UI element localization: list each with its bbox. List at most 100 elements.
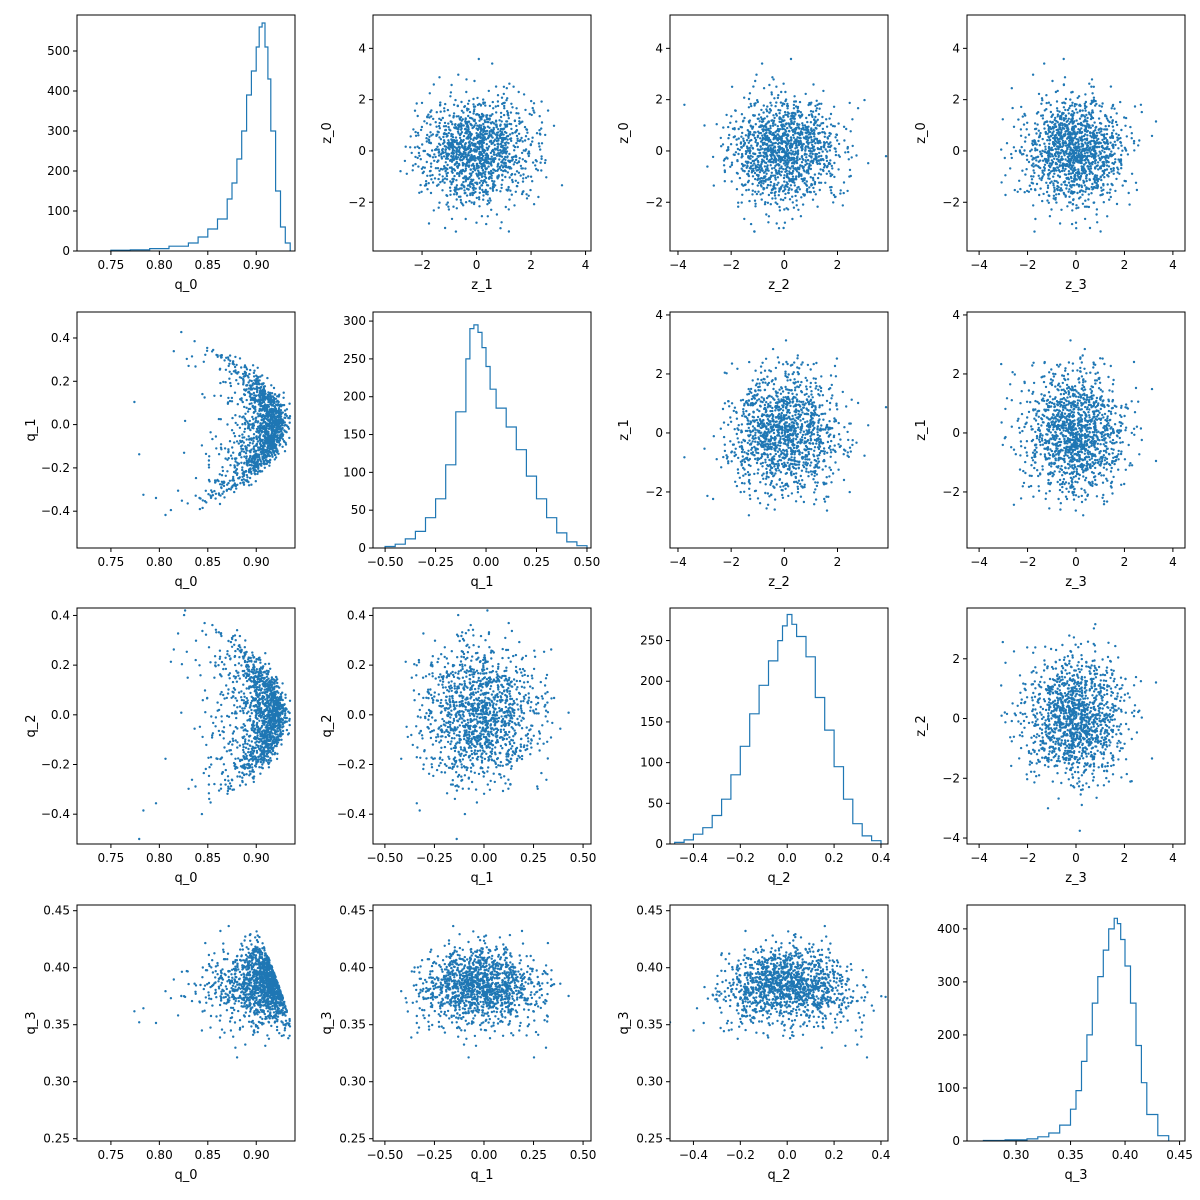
scatter-point	[490, 155, 493, 158]
scatter-point	[449, 180, 452, 183]
scatter-point	[1124, 124, 1127, 128]
scatter-point	[252, 391, 256, 395]
scatter-point	[447, 131, 450, 135]
scatter-point	[1089, 102, 1093, 106]
scatter-point	[417, 151, 421, 155]
scatter-point	[507, 142, 510, 145]
scatter-point	[439, 143, 442, 147]
scatter-point	[1081, 202, 1085, 205]
scatter-point	[439, 181, 442, 184]
scatter-point	[485, 181, 488, 184]
scatter-point	[821, 127, 825, 131]
scatter-point	[475, 196, 478, 200]
scatter-point	[771, 119, 774, 122]
scatter-point	[1040, 102, 1043, 106]
scatter-point	[427, 222, 431, 225]
scatter-point	[1103, 151, 1106, 154]
scatter-point	[825, 125, 829, 128]
scatter-point	[1140, 110, 1144, 114]
scatter-point	[472, 138, 475, 141]
scatter-point	[513, 173, 517, 176]
scatter-point	[444, 128, 448, 132]
scatter-point	[501, 102, 504, 106]
scatter-point	[448, 147, 451, 150]
scatter-point	[1075, 119, 1078, 122]
scatter-point	[428, 170, 432, 173]
scatter-point	[1079, 109, 1082, 112]
scatter-point	[538, 129, 541, 132]
scatter-point	[770, 157, 773, 160]
scatter-point	[1036, 148, 1039, 152]
scatter-point	[265, 427, 268, 430]
scatter-point	[783, 102, 786, 106]
scatter-point	[502, 133, 505, 136]
scatter-point	[1115, 202, 1119, 206]
scatter-point	[477, 196, 481, 199]
scatter-point	[763, 165, 767, 168]
scatter-point	[429, 141, 432, 144]
scatter-point	[531, 136, 534, 139]
scatter-point	[234, 414, 237, 417]
scatter-point	[428, 135, 431, 138]
scatter-point	[1049, 130, 1052, 134]
scatter-point	[534, 164, 537, 167]
scatter-point	[470, 156, 473, 160]
scatter-point	[749, 154, 752, 157]
scatter-point	[813, 190, 816, 193]
scatter-point	[806, 158, 810, 162]
scatter-point	[753, 162, 756, 165]
scatter-point	[472, 186, 476, 189]
scatter-point	[1085, 151, 1089, 154]
scatter-point	[410, 151, 413, 155]
scatter-point	[482, 179, 485, 183]
scatter-point	[1083, 167, 1086, 170]
scatter-point	[789, 136, 793, 139]
scatter-point	[511, 106, 514, 109]
scatter-point	[481, 149, 485, 153]
scatter-point	[487, 134, 490, 137]
scatter-point	[721, 143, 725, 146]
scatter-point	[1089, 151, 1092, 154]
scatter-point	[1081, 142, 1084, 145]
scatter-point	[1068, 201, 1071, 204]
scatter-point	[449, 193, 452, 196]
scatter-point	[1054, 90, 1058, 94]
scatter-point	[821, 115, 824, 119]
scatter-point	[749, 161, 753, 165]
scatter-point	[813, 129, 816, 132]
scatter-point	[1078, 149, 1081, 152]
scatter-point	[837, 154, 840, 157]
scatter-point	[837, 142, 841, 146]
scatter-point	[828, 162, 832, 165]
scatter-point	[446, 194, 449, 198]
scatter-point	[741, 120, 745, 123]
scatter-point	[483, 119, 486, 122]
scatter-point	[1097, 168, 1100, 171]
scatter-point	[1038, 144, 1042, 147]
y-tick-label: 4	[655, 41, 663, 55]
scatter-point	[727, 146, 730, 149]
scatter-point	[1098, 157, 1101, 160]
scatter-point	[455, 153, 458, 156]
scatter-point	[780, 166, 783, 170]
scatter-point	[735, 143, 738, 146]
scatter-point	[484, 154, 487, 157]
scatter-point	[478, 181, 481, 184]
scatter-point	[1010, 152, 1013, 156]
scatter-point	[813, 180, 817, 184]
scatter-point	[1066, 205, 1069, 208]
scatter-point	[751, 146, 754, 150]
scatter-point	[489, 158, 492, 161]
scatter-point	[759, 131, 763, 135]
scatter-point	[500, 183, 503, 186]
scatter-point	[444, 169, 447, 172]
scatter-point	[1062, 117, 1066, 120]
scatter-point	[1057, 155, 1060, 159]
scatter-point	[282, 391, 285, 394]
scatter-point	[468, 146, 471, 150]
scatter-point	[207, 459, 211, 462]
scatter-point	[513, 161, 516, 164]
scatter-point	[1092, 139, 1096, 143]
scatter-point	[543, 161, 547, 165]
